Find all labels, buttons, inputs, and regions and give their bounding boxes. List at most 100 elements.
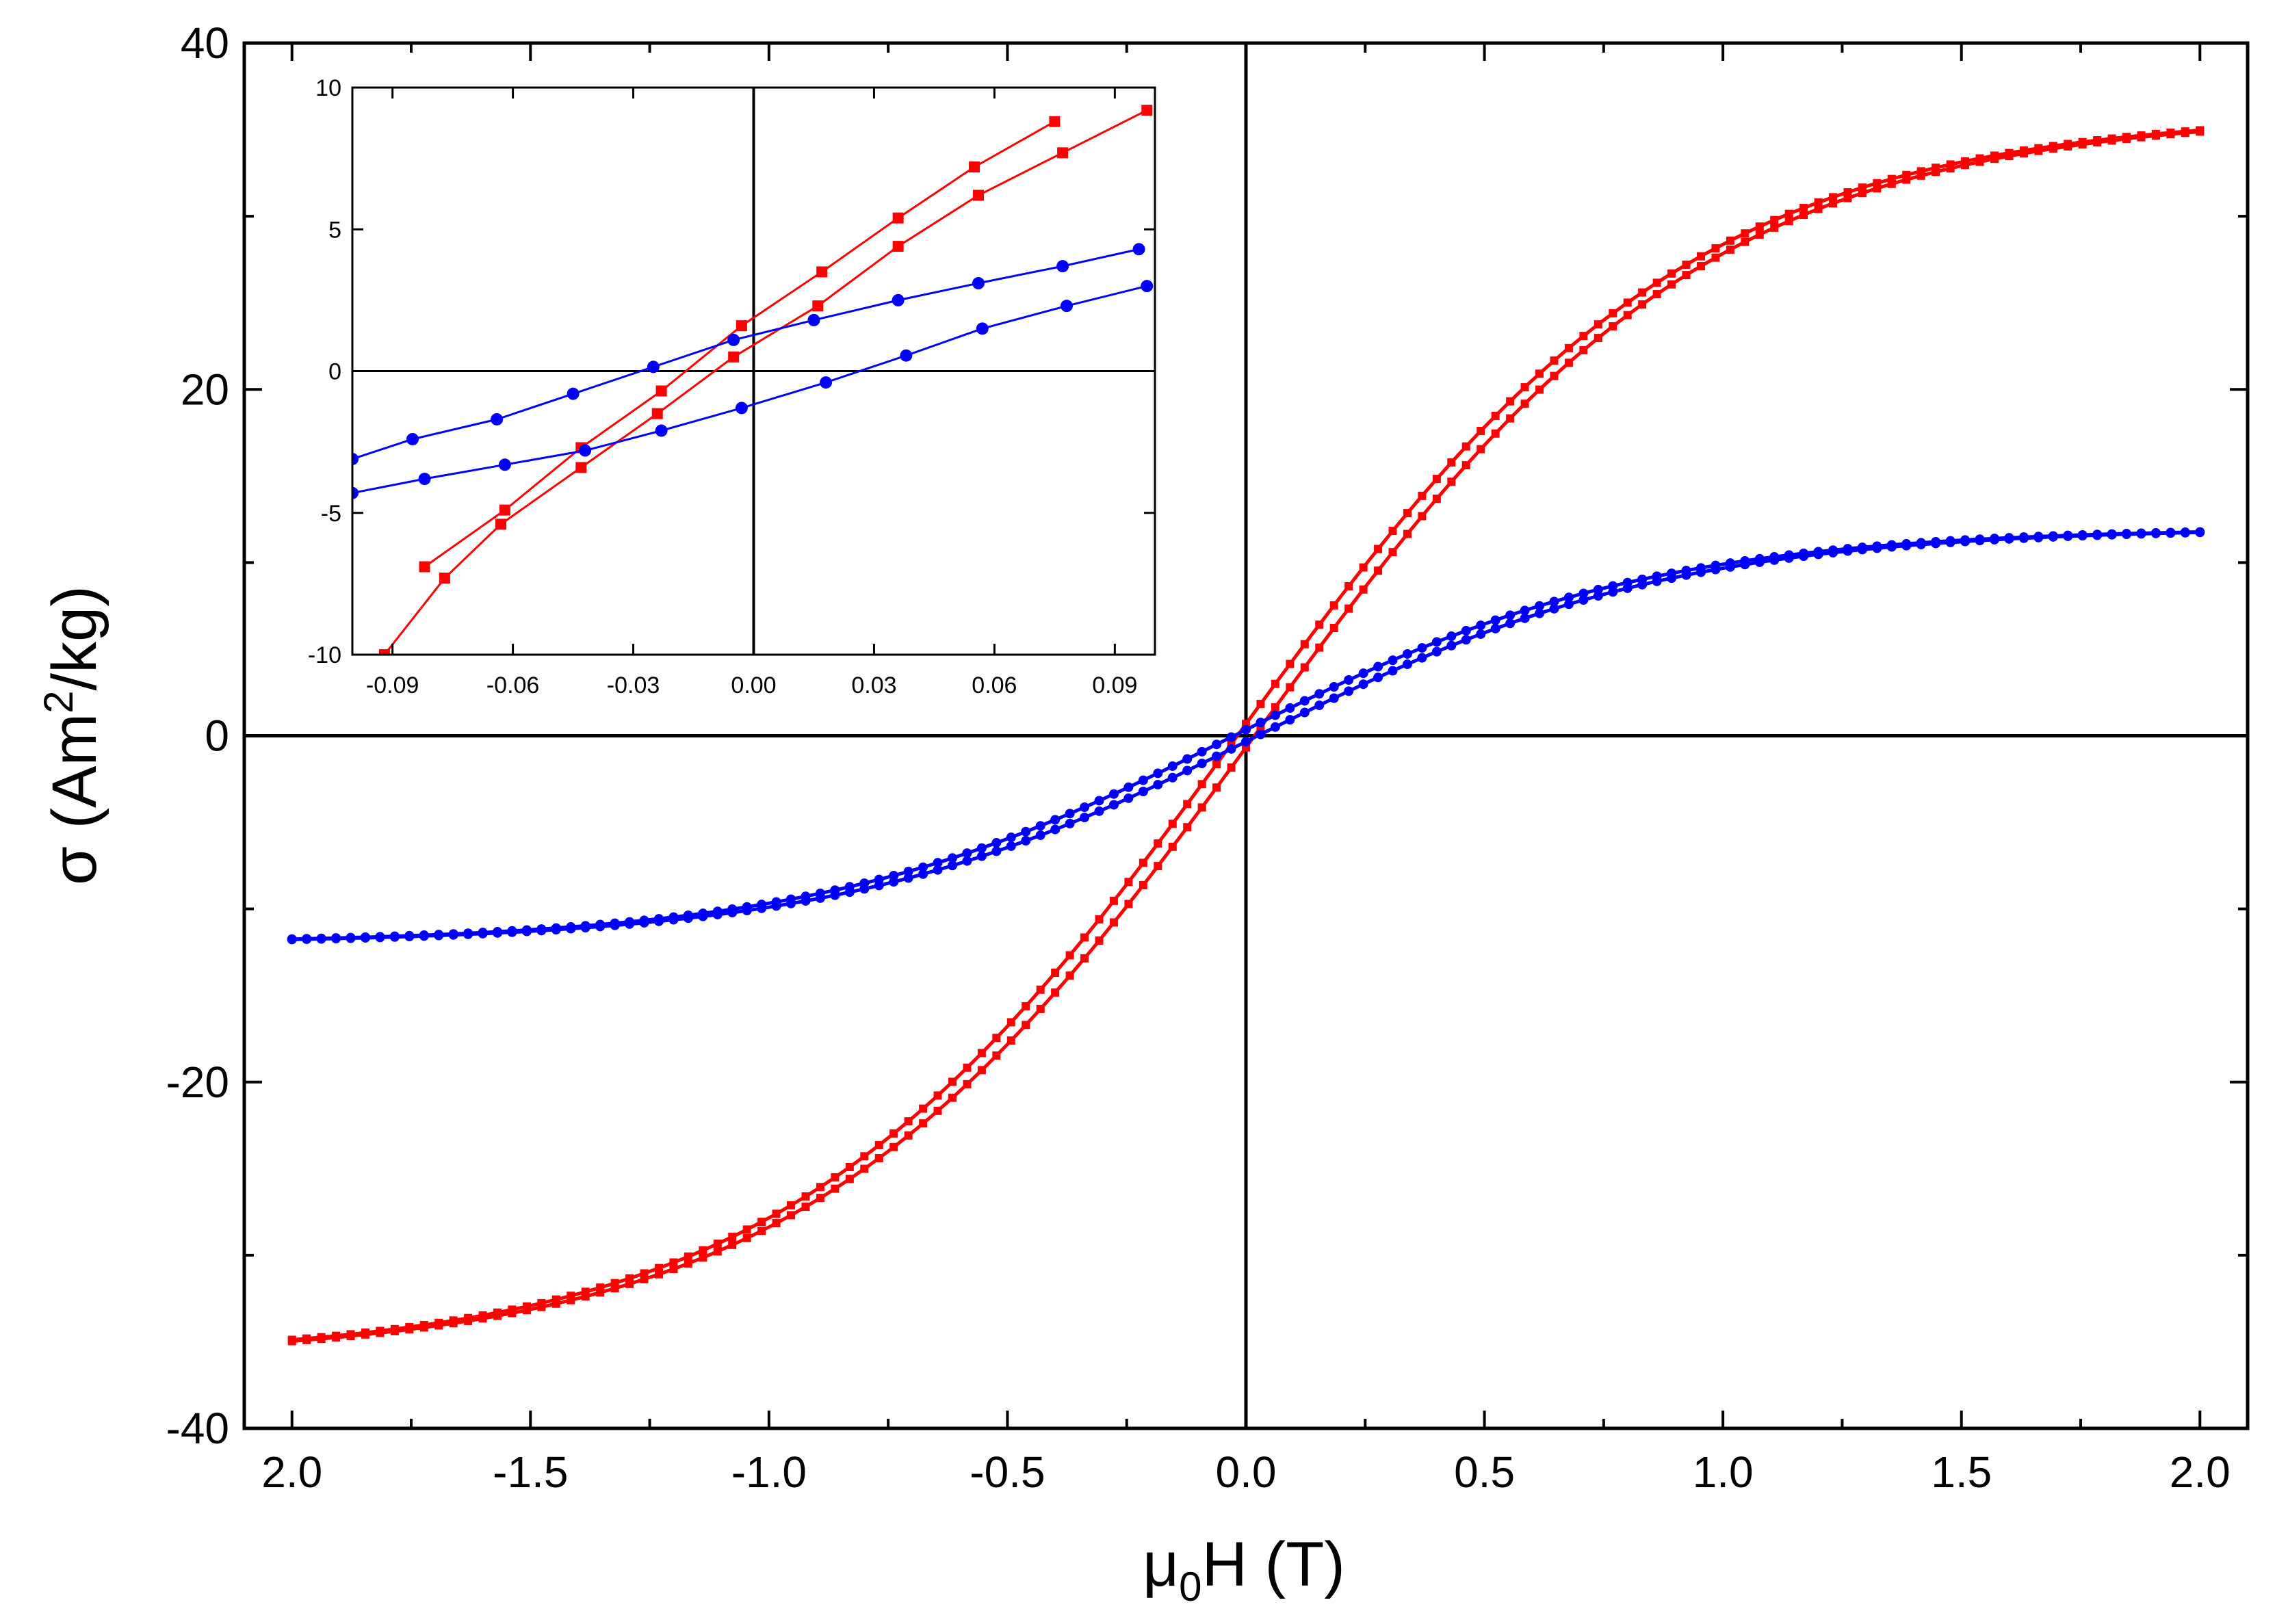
blue-loop-point	[580, 921, 590, 931]
red-loop-point	[2093, 136, 2102, 145]
blue-loop-point	[801, 891, 811, 902]
blue-loop-point	[434, 930, 444, 940]
red-loop-point	[2005, 148, 2014, 157]
red-descending-point	[499, 504, 510, 516]
y-axis-title-post: /kg)	[40, 586, 109, 690]
red-loop-point	[948, 1077, 957, 1086]
red-loop-point	[2078, 137, 2087, 146]
x-tick-label: -1.5	[493, 1448, 568, 1497]
red-ascending-point	[972, 189, 984, 201]
red-loop-point	[302, 1334, 311, 1343]
red-loop-point	[1696, 262, 1705, 271]
blue-loop-point	[1197, 746, 1207, 757]
blue-loop-point	[903, 866, 913, 876]
red-loop-point	[1477, 426, 1485, 435]
blue-loop-point	[463, 928, 473, 939]
red-loop-point	[2122, 133, 2131, 142]
blue-loop-point	[2166, 527, 2176, 538]
blue-loop-point	[757, 900, 767, 910]
blue-loop-point	[918, 869, 928, 879]
blue-loop-point	[1373, 672, 1383, 683]
red-loop-point	[1418, 512, 1427, 521]
blue-loop-point	[1241, 737, 1251, 747]
red-loop-point	[728, 1240, 737, 1249]
blue-loop-point	[1153, 768, 1163, 778]
blue-loop-point	[2092, 529, 2103, 540]
blue-loop-point	[1035, 830, 1045, 840]
red-loop-point	[1667, 280, 1676, 289]
red-loop-point	[963, 1079, 972, 1088]
blue-loop-point	[1431, 637, 1442, 647]
x-tick-label: 1.0	[1693, 1448, 1754, 1497]
main-axis-ticks	[244, 42, 2248, 1430]
blue-loop-point	[1006, 841, 1016, 851]
blue-loop-point	[933, 858, 943, 868]
blue-loop-point	[1270, 710, 1280, 720]
blue-loop-point	[1725, 558, 1735, 568]
blue-loop-point	[2018, 532, 2029, 542]
blue-loop-point	[493, 927, 503, 937]
inset-x-tick-label: 0.03	[851, 672, 896, 698]
red-loop-point	[1579, 345, 1588, 354]
blue-loop-point	[1505, 618, 1516, 629]
red-loop-point	[713, 1240, 722, 1248]
x-tick-label: 0.0	[1216, 1448, 1277, 1497]
red-loop-point	[1168, 842, 1177, 851]
red-loop-point	[567, 1292, 575, 1300]
blue-loop-point	[844, 882, 855, 892]
red-loop-point	[1212, 760, 1221, 769]
blue-loop-point	[1167, 772, 1178, 783]
blue-loop-point	[1872, 541, 1882, 551]
blue-loop-point	[1167, 761, 1178, 771]
red-loop-point	[1065, 971, 1074, 980]
red-loop-point	[332, 1331, 341, 1340]
red-loop-point	[1095, 936, 1104, 945]
red-loop-point	[1403, 529, 1412, 538]
blue-loop-point	[1021, 836, 1031, 846]
red-loop-point	[1315, 620, 1324, 629]
red-loop-point	[1432, 495, 1441, 503]
blue-loop-point	[976, 851, 987, 861]
blue-loop-point	[1226, 744, 1236, 754]
blue-loop-point	[1285, 703, 1295, 713]
red-loop-point	[1124, 900, 1133, 908]
blue-loop-point	[448, 929, 458, 939]
red-loop-point	[742, 1233, 751, 1242]
y-axis-title-pre: σ (Am	[40, 713, 109, 885]
red-loop-point	[1154, 839, 1162, 848]
blue-loop-point	[2107, 529, 2117, 539]
blue-loop-point	[536, 924, 547, 934]
blue-loop-point	[1520, 613, 1530, 623]
red-loop-point	[596, 1283, 605, 1292]
blue-loop-point	[2033, 532, 2044, 542]
red-loop-point	[1461, 461, 1470, 470]
blue-loop-point	[1431, 646, 1442, 657]
blue-loop-point	[991, 846, 1002, 856]
red-loop-point	[1932, 163, 1940, 172]
red-loop-point	[1916, 167, 1925, 176]
blue-loop-point	[1226, 732, 1236, 742]
red-loop-point	[1022, 1001, 1030, 1010]
blue-loop-point	[551, 923, 561, 933]
red-loop-point	[742, 1225, 751, 1234]
blue-loop-point	[566, 922, 576, 932]
blue-loop-point	[1945, 536, 1955, 546]
red-loop-point	[434, 1318, 443, 1327]
main-zero-lines	[244, 43, 2248, 1428]
x-axis-title: μ0H (T)	[1143, 1530, 1345, 1610]
red-loop-point	[2064, 140, 2072, 148]
red-loop-point	[816, 1194, 824, 1203]
x-tick-label: 1.5	[1931, 1448, 1992, 1497]
y-tick-label: -40	[166, 1404, 230, 1453]
red-loop-point	[1829, 199, 1838, 208]
red-loop-point	[2151, 129, 2160, 138]
blue-loop-point	[316, 933, 326, 943]
blue-upper-point	[727, 333, 740, 346]
red-loop-point	[1623, 298, 1632, 307]
red-loop-point	[889, 1129, 898, 1138]
red-loop-point	[977, 1066, 986, 1075]
blue-loop-point	[1637, 574, 1648, 584]
red-loop-point	[376, 1326, 385, 1335]
red-loop-point	[757, 1218, 766, 1227]
